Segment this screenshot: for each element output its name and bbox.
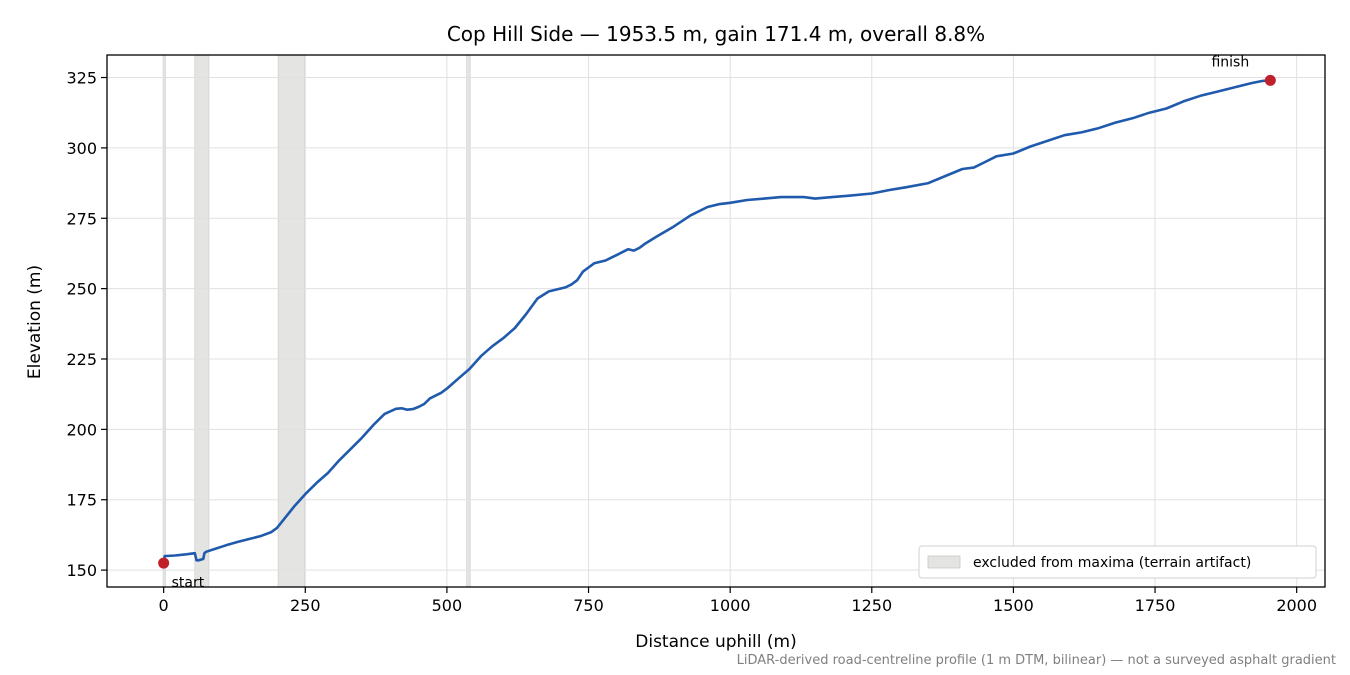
- x-tick-label: 2000: [1276, 596, 1317, 615]
- x-tick-label: 500: [432, 596, 463, 615]
- x-tick-label: 1750: [1135, 596, 1176, 615]
- legend-label: excluded from maxima (terrain artifact): [973, 555, 1251, 571]
- start-label: start: [172, 575, 205, 591]
- legend-box: [918, 545, 1317, 579]
- y-axis-label: Elevation (m): [25, 265, 45, 379]
- x-tick-label: 1000: [710, 596, 751, 615]
- axes-frame: [106, 54, 1326, 588]
- elevation-profile-line: [162, 79, 1272, 565]
- x-tick-label: 1250: [851, 596, 892, 615]
- endpoint-markers: start finish: [158, 54, 1276, 591]
- excluded-band: [194, 54, 210, 588]
- y-axis-ticks: 150 175 200 225 250 275 300 325: [66, 69, 107, 580]
- legend-swatch: [927, 555, 961, 569]
- x-tick-label: 250: [290, 596, 321, 615]
- x-tick-label: 0: [159, 596, 169, 615]
- footnote: LiDAR-derived road-centreline profile (1…: [737, 653, 1336, 668]
- y-tick-label: 150: [66, 561, 97, 580]
- chart-title: Cop Hill Side — 1953.5 m, gain 171.4 m, …: [447, 22, 985, 46]
- y-tick-label: 200: [66, 420, 97, 439]
- grid-lines: [107, 55, 1325, 587]
- y-tick-label: 300: [66, 139, 97, 158]
- excluded-bands: [162, 54, 471, 588]
- finish-marker: [1264, 74, 1276, 86]
- x-tick-label: 1500: [993, 596, 1034, 615]
- excluded-band: [277, 54, 306, 588]
- finish-label: finish: [1211, 54, 1249, 70]
- start-marker: [158, 557, 170, 569]
- y-tick-label: 275: [66, 209, 97, 228]
- y-tick-label: 325: [66, 69, 97, 88]
- x-axis-ticks: 0 250 500 750 1000 1250 1500 1750 2000: [159, 587, 1317, 615]
- x-tick-label: 750: [573, 596, 604, 615]
- x-axis-label: Distance uphill (m): [635, 632, 796, 652]
- profile-line-layer: [162, 79, 1272, 565]
- y-tick-label: 225: [66, 350, 97, 369]
- excluded-band: [466, 54, 471, 588]
- y-tick-label: 175: [66, 491, 97, 510]
- y-tick-label: 250: [66, 280, 97, 299]
- legend: excluded from maxima (terrain artifact): [918, 545, 1317, 579]
